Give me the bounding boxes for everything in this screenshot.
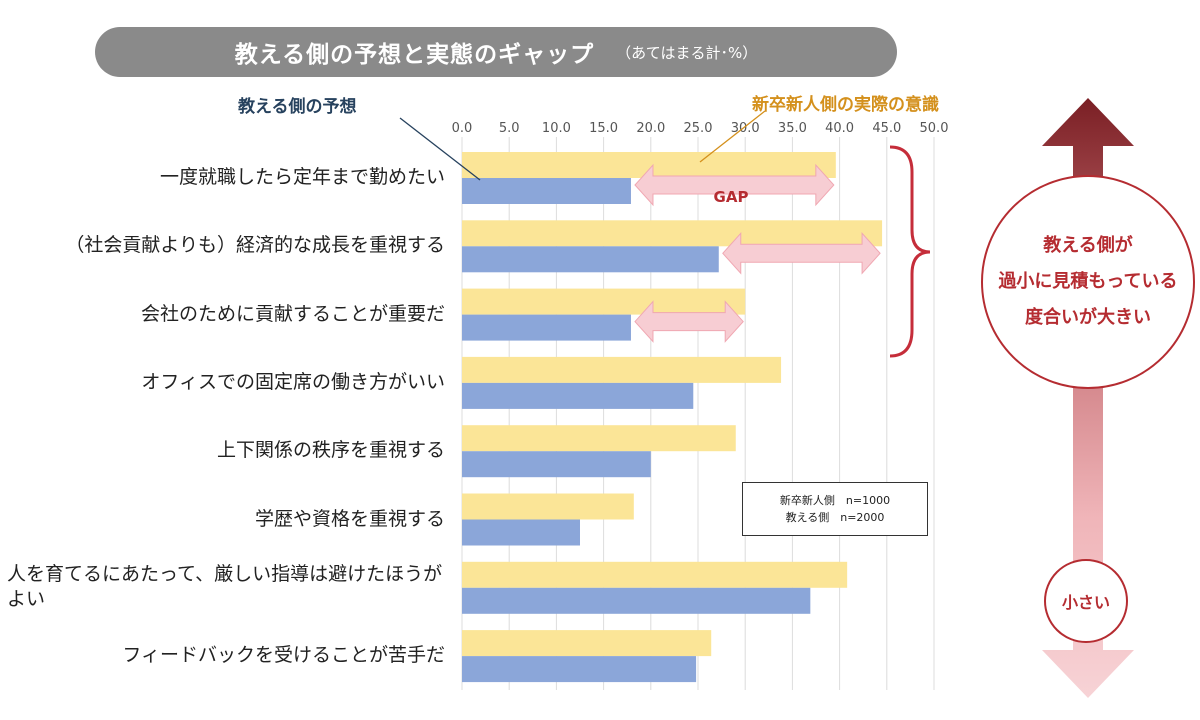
chart-title: 教える側の予想と実態のギャップ bbox=[234, 42, 595, 68]
bar-expected bbox=[462, 382, 694, 409]
gap-label: GAP bbox=[714, 188, 749, 206]
x-tick-label: 25.0 bbox=[684, 121, 713, 136]
gap-arrow bbox=[634, 300, 744, 343]
category-label: 一度就職したら定年まで勤めたい bbox=[159, 166, 445, 188]
category-label: フィードバックを受けることが苦手だ bbox=[122, 644, 445, 667]
scale-double-arrow bbox=[1042, 98, 1134, 698]
small-gap-note: 小さい bbox=[1044, 559, 1128, 643]
sample-size-teachers: 教える側 n=2000 bbox=[785, 511, 885, 524]
bar-actual bbox=[462, 356, 782, 383]
x-tick-label: 20.0 bbox=[636, 121, 665, 136]
x-tick-label: 15.0 bbox=[589, 121, 618, 136]
decoration-layer bbox=[399, 98, 1134, 698]
bar-expected bbox=[462, 587, 811, 614]
bar-actual bbox=[462, 425, 736, 452]
x-tick-label: 5.0 bbox=[499, 121, 520, 136]
bar-actual bbox=[462, 493, 634, 520]
legend-label-actual: 新卒新人側の実際の意識 bbox=[752, 95, 939, 115]
large-gap-note: 教える側が 過小に見積もっている 度合いが大きい bbox=[981, 175, 1195, 389]
x-tick-label: 40.0 bbox=[825, 121, 854, 136]
legend-label-expected: 教える側の予想 bbox=[238, 97, 357, 117]
bar-actual bbox=[462, 220, 883, 247]
category-label: 人を育てるにあたって、厳しい指導は避けたほうがよい bbox=[7, 562, 443, 610]
bar-expected bbox=[462, 178, 631, 204]
bar-layer bbox=[462, 152, 883, 683]
x-tick-label: 50.0 bbox=[920, 121, 949, 136]
category-label: 上下関係の秩序を重視する bbox=[216, 439, 445, 462]
bar-actual bbox=[462, 288, 746, 315]
bar-expected bbox=[462, 519, 580, 546]
gap-layer: GAP bbox=[634, 163, 881, 343]
chart-unit-note: （あてはまる計･%） bbox=[616, 43, 758, 62]
category-label: 会社のために貢献することが重要だ bbox=[140, 302, 445, 325]
x-tick-label: 0.0 bbox=[452, 121, 473, 136]
large-gap-note-line-3: 度合いが大きい bbox=[1025, 307, 1151, 328]
sample-size-new-hires: 新卒新人側 n=1000 bbox=[779, 494, 891, 507]
gap-arrow bbox=[634, 163, 835, 207]
title-banner: 教える側の予想と実態のギャップ （あてはまる計･%） bbox=[95, 27, 897, 77]
highlight-bracket bbox=[889, 145, 931, 358]
gap-arrow bbox=[722, 231, 881, 275]
x-tick-label: 10.0 bbox=[542, 121, 571, 136]
bar-expected bbox=[462, 314, 631, 341]
actual-leader-line bbox=[699, 110, 766, 163]
bar-expected bbox=[462, 656, 697, 683]
bar-actual bbox=[462, 561, 848, 588]
category-label: （社会貢献よりも）経済的な成長を重視する bbox=[65, 234, 445, 257]
x-tick-label: 35.0 bbox=[778, 121, 807, 136]
sample-size-box: 新卒新人側 n=1000 教える側 n=2000 bbox=[742, 482, 928, 536]
x-tick-label: 45.0 bbox=[872, 121, 901, 136]
bar-expected bbox=[462, 451, 651, 478]
expected-leader-line bbox=[399, 117, 481, 181]
bar-actual bbox=[462, 630, 712, 657]
category-label: 学歴や資格を重視する bbox=[254, 507, 445, 530]
small-gap-note-text: 小さい bbox=[1061, 593, 1110, 612]
bar-expected bbox=[462, 246, 719, 273]
large-gap-note-line-2: 過小に見積もっている bbox=[998, 271, 1178, 292]
large-gap-note-line-1: 教える側が bbox=[1043, 235, 1133, 256]
category-label: オフィスでの固定席の働き方がいい bbox=[141, 370, 445, 393]
